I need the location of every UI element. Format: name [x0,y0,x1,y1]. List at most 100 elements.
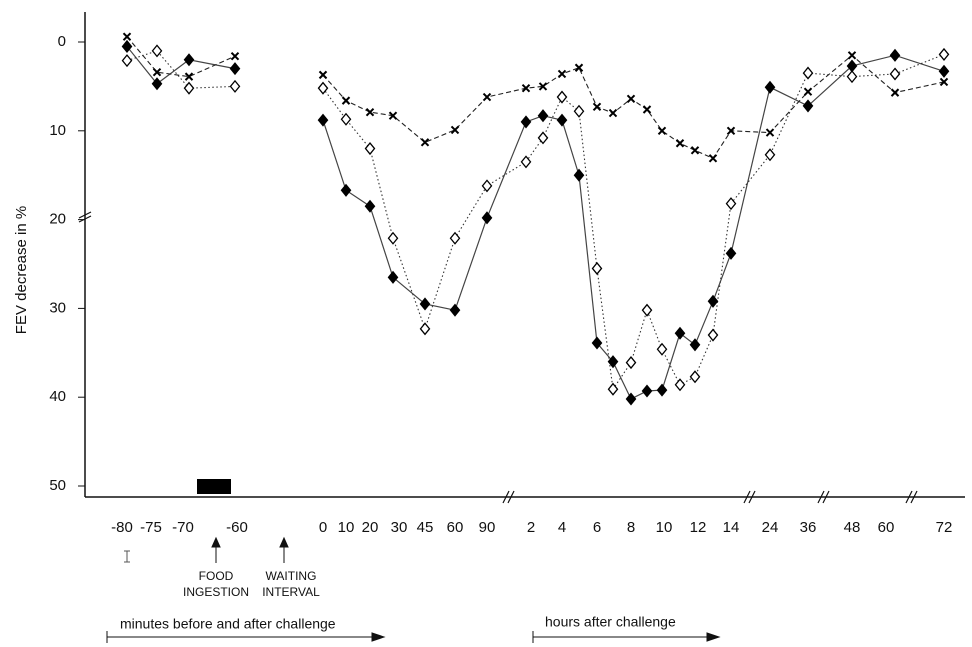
y-tick-label: 40 [49,388,66,405]
filled-diamond [656,383,668,397]
x-tick-label: 45 [417,519,434,536]
x-tick-label: 36 [800,519,817,536]
marker-x [847,51,857,60]
arrows [106,536,721,643]
filled-diamond [556,113,568,127]
x-tick-label: 2 [527,519,535,536]
open-diamond [689,370,701,384]
x-tick-label: -75 [140,519,162,536]
y-tick-label: 0 [58,33,66,50]
open-diamond [183,81,195,95]
marker-x [388,111,398,120]
open-diamond [317,81,329,95]
x-tick-label: 30 [391,519,408,536]
open-diamond [387,231,399,245]
y-tick-label: 10 [49,122,66,139]
marker-x [890,88,900,97]
filled-diamond [317,113,329,127]
annotation: FOOD [199,569,234,583]
marker-x [765,128,775,137]
x-tick-label: -70 [172,519,194,536]
filled-diamond [449,303,461,317]
open-diamond [481,179,493,193]
open-diamond [537,131,549,145]
filled-diamond [419,297,431,311]
open-diamond [938,47,950,61]
filled-diamond [764,80,776,94]
marker-x [482,92,492,102]
axis-breaks [78,211,918,504]
annotation: INTERVAL [262,585,320,599]
open-diamond [520,155,532,169]
marker-x [675,139,685,148]
open-diamond [591,261,603,275]
x-tick-label: -60 [226,519,248,536]
filled-diamond [607,355,619,369]
annotation: minutes before and after challenge [120,616,336,632]
marker-x [657,126,667,136]
marker-x [365,107,375,117]
marker-x [538,82,548,91]
annotation: WAITING [266,569,317,583]
x-tick-label: -80 [111,519,133,536]
open-diamond [764,148,776,162]
filled-diamond [151,77,163,91]
marker-x [642,105,652,114]
open-diamond [625,356,637,370]
filled-diamond [183,53,195,67]
filled-diamond [229,62,241,76]
filled-diamond [641,384,653,398]
open-diamond [674,378,686,392]
x-tick-label: 0 [319,519,327,536]
annotation: hours after challenge [545,614,676,630]
x-tick-label: 14 [723,519,740,536]
open-diamond [340,112,352,126]
x-tick-label: 6 [593,519,601,536]
marker-x [592,102,602,112]
filled-diamond [938,64,950,78]
marker-x [230,52,240,61]
filled-diamond [802,99,814,113]
x-tick-label: 48 [844,519,861,536]
marker-x [690,146,700,155]
filled-diamond [340,183,352,197]
open-diamond [449,231,461,245]
series-line [126,36,236,78]
open-diamond [846,70,858,84]
se-symbol [124,550,130,563]
x-tick-label: 60 [447,519,464,536]
marker-x [803,87,813,96]
x-tick-label: 8 [627,519,635,536]
x-tick-label: 12 [690,519,707,536]
open-diamond [641,303,653,317]
filled-diamond [591,336,603,350]
open-diamond [229,79,241,93]
x-tick-label: 60 [878,519,895,536]
marker-x [726,126,736,136]
open-diamond [556,90,568,104]
marker-x [626,94,636,104]
open-diamond [364,142,376,156]
marker-x [521,83,531,93]
marker-x [122,32,132,41]
marker-x [318,70,328,80]
open-diamond [419,322,431,336]
open-diamond [889,67,901,81]
filled-diamond [725,246,737,260]
series-line [126,46,236,85]
y-tick-label: 20 [49,211,66,228]
filled-diamond [846,59,858,73]
filled-diamond [573,168,585,182]
filled-diamond [707,294,719,308]
marker-x [184,72,194,81]
open-diamond [151,44,163,58]
series-line [126,50,236,89]
marker-x [574,63,584,72]
open-diamond [707,328,719,342]
marker-x [608,108,618,118]
open-diamond [121,54,133,68]
marker-x [939,77,949,87]
marker-x [341,96,351,105]
x-tick-label: 90 [479,519,496,536]
x-tick-label: 72 [936,519,953,536]
